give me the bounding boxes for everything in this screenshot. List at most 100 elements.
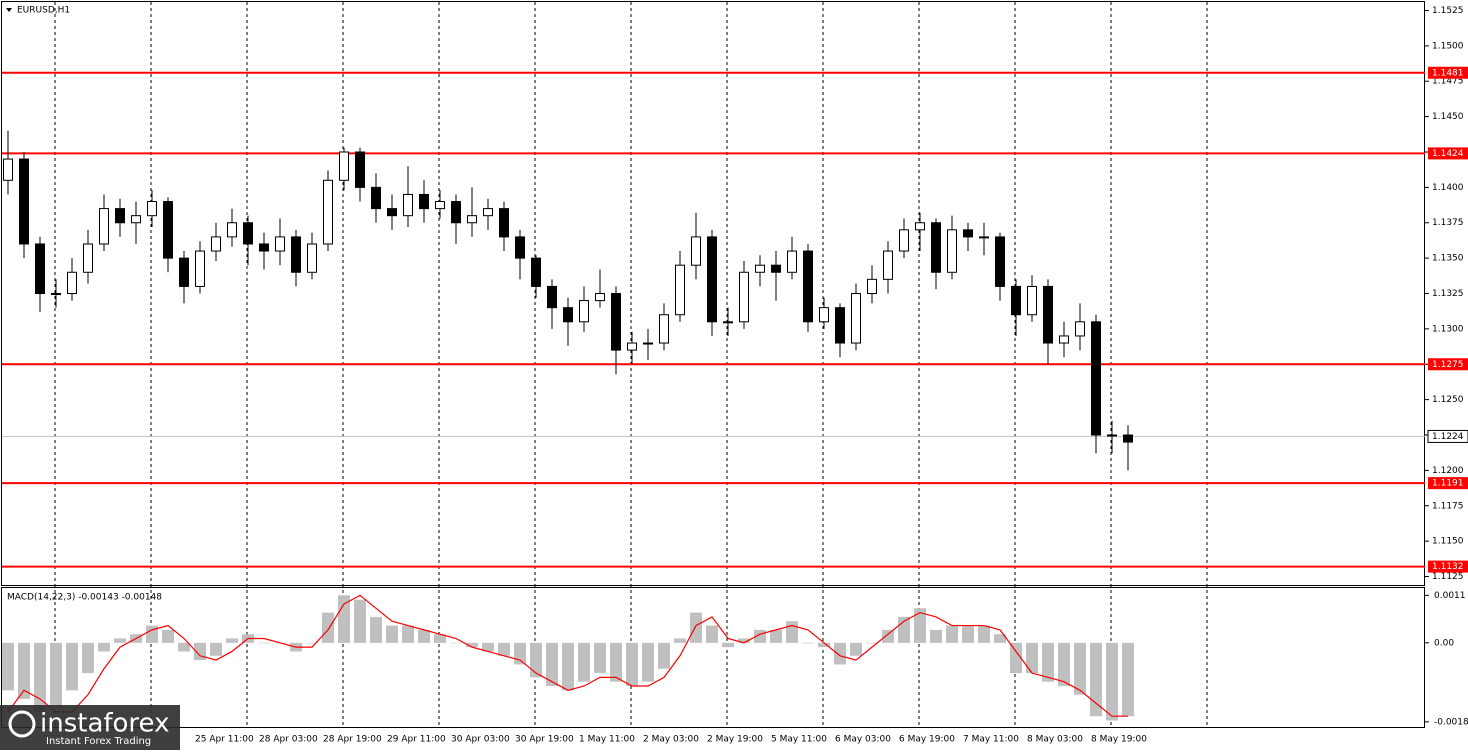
macd-bar bbox=[722, 642, 734, 648]
candle-body bbox=[755, 264, 765, 273]
macd-bar bbox=[258, 642, 270, 644]
candle-body bbox=[931, 222, 941, 273]
macd-bar bbox=[610, 642, 622, 682]
macd-bar bbox=[146, 625, 158, 643]
candle-body bbox=[659, 314, 669, 344]
macd-bar bbox=[626, 642, 638, 686]
y-tick-label: 1.1175 bbox=[1432, 501, 1464, 511]
candle-body bbox=[803, 250, 813, 323]
candle-body bbox=[1043, 285, 1053, 344]
y-tick-label: 1.1375 bbox=[1432, 218, 1464, 228]
macd-bar bbox=[162, 629, 174, 643]
candle-body bbox=[371, 186, 381, 210]
y-tick-label: 1.1475 bbox=[1432, 77, 1464, 87]
x-tick-label: 2 May 03:00 bbox=[643, 735, 699, 745]
macd-title: MACD(14,22,3) -0.00143 -0.00148 bbox=[7, 593, 162, 603]
macd-bar bbox=[450, 642, 462, 644]
candle-body bbox=[163, 201, 173, 259]
macd-bar bbox=[370, 616, 382, 643]
macd-bar bbox=[562, 642, 574, 691]
y-tick-label: 0.00 bbox=[1434, 638, 1454, 648]
macd-bar bbox=[114, 638, 126, 643]
logo-icon bbox=[8, 710, 36, 738]
candle-body bbox=[867, 278, 877, 295]
watermark: instaforex Instant Forex Trading bbox=[0, 705, 180, 750]
macd-bar bbox=[402, 625, 414, 643]
candle-body bbox=[611, 293, 621, 351]
candle-body bbox=[1075, 321, 1085, 337]
candle-body bbox=[851, 293, 861, 344]
macd-bar bbox=[34, 642, 46, 712]
x-tick-label: 8 May 03:00 bbox=[1027, 735, 1083, 745]
x-tick-label: 29 Apr 11:00 bbox=[387, 735, 446, 745]
candle-body bbox=[339, 151, 349, 181]
macd-bar bbox=[1122, 642, 1134, 717]
candle-body bbox=[979, 236, 989, 239]
candle-body bbox=[579, 300, 589, 323]
macd-bar bbox=[530, 642, 542, 678]
y-tick-label: 0.0011 bbox=[1434, 591, 1466, 601]
macd-bar bbox=[674, 638, 686, 643]
logo-name: instaforex bbox=[40, 709, 169, 739]
macd-bar bbox=[498, 642, 510, 656]
candle-body bbox=[195, 250, 205, 287]
macd-bar bbox=[386, 625, 398, 643]
macd-bar bbox=[482, 642, 494, 652]
x-tick-label: 30 Apr 03:00 bbox=[451, 735, 510, 745]
x-tick-label: 6 May 19:00 bbox=[899, 735, 955, 745]
candle-body bbox=[3, 158, 13, 181]
macd-bar bbox=[466, 642, 478, 648]
macd-bar bbox=[1026, 642, 1038, 674]
y-tick-label: 1.1325 bbox=[1432, 289, 1464, 299]
candle-body bbox=[147, 201, 157, 217]
candle-body bbox=[819, 307, 829, 323]
candle-body bbox=[323, 179, 333, 245]
candle-body bbox=[691, 236, 701, 266]
level-tag bbox=[1428, 358, 1468, 371]
candle-body bbox=[387, 208, 397, 217]
plot: 1.15251.15001.14751.14501.14251.14001.13… bbox=[2, 6, 1468, 745]
candle-body bbox=[723, 321, 733, 324]
macd-bar bbox=[210, 642, 222, 656]
macd-bar bbox=[1010, 642, 1022, 674]
macd-bar bbox=[642, 642, 654, 682]
level-tag bbox=[1428, 560, 1468, 573]
macd-bar bbox=[18, 642, 30, 699]
y-tick-label: 1.1200 bbox=[1432, 466, 1464, 476]
level-label: 1.1132 bbox=[1432, 562, 1464, 572]
symbol-arrow bbox=[6, 8, 12, 12]
candle-body bbox=[707, 236, 717, 323]
candle-body bbox=[179, 257, 189, 287]
macd-bar bbox=[690, 612, 702, 643]
macd-bar bbox=[354, 599, 366, 643]
candle-body bbox=[1059, 335, 1069, 344]
y-tick-label: -0.00183 bbox=[1434, 717, 1468, 727]
current-price-label: 1.1224 bbox=[1432, 432, 1464, 442]
level-label: 1.1424 bbox=[1432, 149, 1464, 159]
macd-bar bbox=[914, 608, 926, 643]
macd-bar bbox=[770, 629, 782, 643]
candle-body bbox=[835, 307, 845, 344]
level-label: 1.1275 bbox=[1432, 360, 1464, 370]
macd-bar bbox=[338, 595, 350, 643]
macd-bar bbox=[66, 642, 78, 691]
x-tick-label: 6 May 03:00 bbox=[835, 735, 891, 745]
candle-body bbox=[35, 243, 45, 294]
x-tick-label: 2 May 19:00 bbox=[707, 735, 763, 745]
x-tick-label: 1 May 11:00 bbox=[579, 735, 635, 745]
level-label: 1.1481 bbox=[1432, 68, 1464, 78]
candle-body bbox=[995, 236, 1005, 287]
candle-body bbox=[131, 215, 141, 224]
macd-bar bbox=[1090, 642, 1102, 717]
candle-body bbox=[739, 271, 749, 323]
x-tick-label: 28 Apr 19:00 bbox=[323, 735, 382, 745]
macd-bar bbox=[834, 642, 846, 665]
macd-bar bbox=[2, 642, 14, 691]
macd-bar bbox=[434, 634, 446, 643]
y-tick-label: 1.1400 bbox=[1432, 183, 1464, 193]
candle-body bbox=[291, 236, 301, 273]
candle-body bbox=[483, 208, 493, 217]
candle-body bbox=[915, 222, 925, 231]
macd-bar bbox=[994, 634, 1006, 643]
